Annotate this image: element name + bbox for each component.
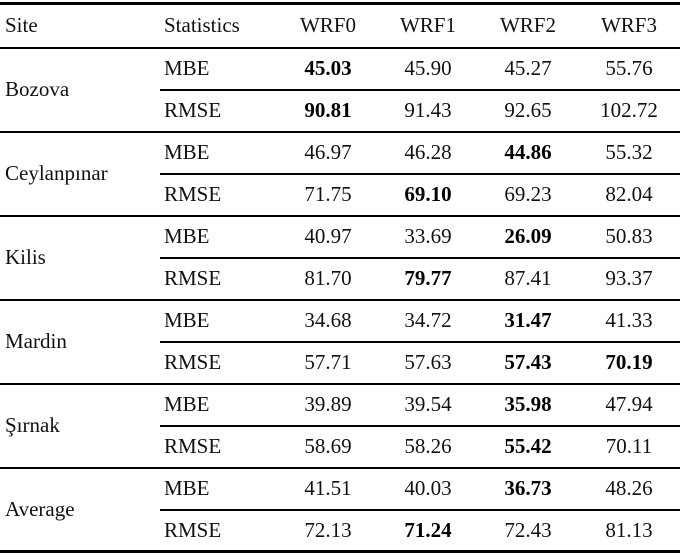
value-cell: 69.10 — [404, 182, 452, 206]
table-row: RMSE 72.13 71.24 72.43 81.13 — [0, 510, 680, 552]
value-cell: 39.89 — [278, 383, 378, 427]
stat-cell: RMSE — [164, 517, 222, 542]
value-cell: 57.43 — [504, 350, 552, 374]
site-group-sirnak: Şırnak MBE 39.89 39.54 35.98 47.94 RMSE … — [0, 383, 680, 468]
header-row: Site Statistics WRF0 WRF1 WRF2 WRF3 — [0, 3, 680, 49]
value-cell: 40.03 — [378, 467, 478, 511]
value-cell: 82.04 — [605, 182, 653, 206]
table-row: Average MBE 41.51 40.03 36.73 48.26 — [0, 467, 680, 521]
value-cell: 47.94 — [578, 383, 680, 427]
value-cell: 31.47 — [478, 299, 578, 343]
value-cell: 58.69 — [304, 434, 352, 458]
table-row: Mardin MBE 34.68 34.72 31.47 41.33 — [0, 299, 680, 353]
value-cell: 34.68 — [278, 299, 378, 343]
site-cell: Mardin — [5, 329, 67, 353]
stat-cell: MBE — [160, 131, 278, 175]
value-cell: 33.69 — [378, 215, 478, 259]
site-group-average: Average MBE 41.51 40.03 36.73 48.26 RMSE… — [0, 467, 680, 552]
table-row: Şırnak MBE 39.89 39.54 35.98 47.94 — [0, 383, 680, 437]
site-group-mardin: Mardin MBE 34.68 34.72 31.47 41.33 RMSE … — [0, 299, 680, 384]
value-cell: 91.43 — [404, 98, 452, 122]
value-cell: 72.13 — [304, 517, 352, 542]
value-cell: 41.33 — [578, 299, 680, 343]
stat-cell: MBE — [160, 467, 278, 511]
value-cell: 46.28 — [378, 131, 478, 175]
value-cell: 44.86 — [478, 131, 578, 175]
value-cell: 81.13 — [605, 517, 653, 542]
site-cell: Şırnak — [5, 413, 60, 437]
column-header-statistics: Statistics — [160, 3, 278, 49]
stat-cell: RMSE — [164, 182, 222, 206]
value-cell: 57.63 — [404, 350, 452, 374]
column-header-site: Site — [0, 3, 160, 49]
value-cell: 71.24 — [404, 517, 452, 542]
table-row: RMSE 58.69 58.26 55.42 70.11 — [0, 426, 680, 468]
value-cell: 40.97 — [278, 215, 378, 259]
value-cell: 57.71 — [304, 350, 352, 374]
value-cell: 45.03 — [278, 47, 378, 91]
value-cell: 50.83 — [578, 215, 680, 259]
stat-cell: MBE — [160, 299, 278, 343]
site-group-ceylanpinar: Ceylanpınar MBE 46.97 46.28 44.86 55.32 … — [0, 131, 680, 216]
column-header-wrf2: WRF2 — [478, 3, 578, 49]
stat-cell: RMSE — [164, 350, 222, 374]
value-cell: 81.70 — [304, 266, 352, 290]
value-cell: 71.75 — [304, 182, 352, 206]
site-group-bozova: Bozova MBE 45.03 45.90 45.27 55.76 RMSE … — [0, 47, 680, 132]
stat-cell: MBE — [160, 383, 278, 427]
value-cell: 79.77 — [404, 266, 452, 290]
value-cell: 55.76 — [578, 47, 680, 91]
value-cell: 39.54 — [378, 383, 478, 427]
table-row: RMSE 71.75 69.10 69.23 82.04 — [0, 174, 680, 216]
value-cell: 93.37 — [605, 266, 653, 290]
table-row: RMSE 81.70 79.77 87.41 93.37 — [0, 258, 680, 300]
value-cell: 36.73 — [478, 467, 578, 511]
value-cell: 34.72 — [378, 299, 478, 343]
value-cell: 55.32 — [578, 131, 680, 175]
stat-cell: MBE — [160, 215, 278, 259]
value-cell: 90.81 — [304, 98, 352, 122]
table-header: Site Statistics WRF0 WRF1 WRF2 WRF3 — [0, 3, 680, 49]
value-cell: 55.42 — [504, 434, 552, 458]
value-cell: 41.51 — [278, 467, 378, 511]
column-header-wrf1: WRF1 — [378, 3, 478, 49]
site-group-kilis: Kilis MBE 40.97 33.69 26.09 50.83 RMSE 8… — [0, 215, 680, 300]
column-header-wrf3: WRF3 — [578, 3, 680, 49]
value-cell: 26.09 — [478, 215, 578, 259]
value-cell: 92.65 — [504, 98, 552, 122]
value-cell: 87.41 — [504, 266, 552, 290]
stat-cell: RMSE — [164, 266, 222, 290]
value-cell: 72.43 — [504, 517, 552, 542]
site-cell: Average — [5, 496, 75, 521]
value-cell: 45.27 — [478, 47, 578, 91]
site-cell: Kilis — [5, 245, 46, 269]
site-cell: Bozova — [5, 77, 70, 101]
stat-cell: RMSE — [164, 98, 222, 122]
column-header-wrf0: WRF0 — [278, 3, 378, 49]
table-row: RMSE 90.81 91.43 92.65 102.72 — [0, 90, 680, 132]
value-cell: 46.97 — [278, 131, 378, 175]
stat-cell: RMSE — [164, 434, 222, 458]
table-row: Bozova MBE 45.03 45.90 45.27 55.76 — [0, 47, 680, 101]
value-cell: 102.72 — [600, 98, 658, 122]
value-cell: 70.11 — [605, 434, 653, 458]
table-row: RMSE 57.71 57.63 57.43 70.19 — [0, 342, 680, 384]
value-cell: 70.19 — [605, 350, 653, 374]
value-cell: 58.26 — [404, 434, 452, 458]
site-cell: Ceylanpınar — [5, 161, 108, 185]
value-cell: 45.90 — [378, 47, 478, 91]
table-row: Kilis MBE 40.97 33.69 26.09 50.83 — [0, 215, 680, 269]
value-cell: 35.98 — [478, 383, 578, 427]
value-cell: 69.23 — [504, 182, 552, 206]
value-cell: 48.26 — [578, 467, 680, 511]
stat-cell: MBE — [160, 47, 278, 91]
table-row: Ceylanpınar MBE 46.97 46.28 44.86 55.32 — [0, 131, 680, 185]
